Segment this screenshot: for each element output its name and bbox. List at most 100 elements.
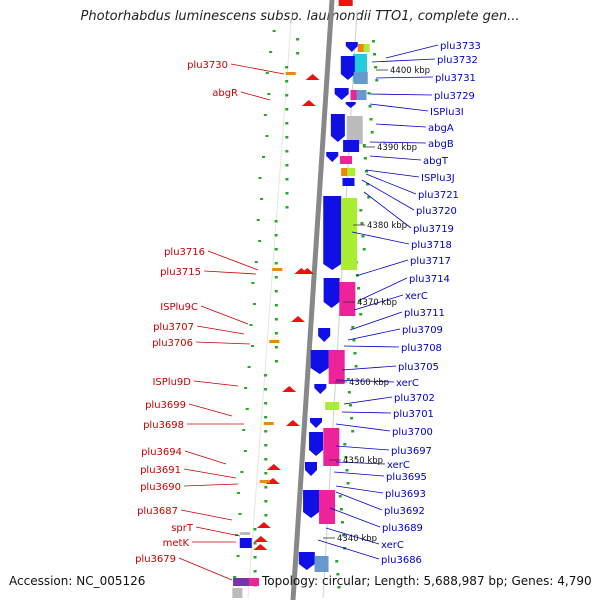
gene-block[interactable]: [342, 178, 355, 186]
reverse-gene-arrow[interactable]: [282, 386, 297, 392]
gene-block[interactable]: [341, 168, 350, 176]
right-gene-label[interactable]: plu3714: [409, 274, 450, 285]
forward-gene-arrow[interactable]: [330, 114, 345, 142]
reverse-gene-arrow[interactable]: [291, 316, 306, 322]
right-gene-label[interactable]: plu3733: [440, 41, 481, 52]
right-gene-label[interactable]: abgT: [423, 156, 449, 167]
gene-block[interactable]: [272, 268, 283, 271]
left-gene-label[interactable]: plu3699: [145, 400, 186, 411]
gene-block[interactable]: [356, 90, 367, 100]
gene-block[interactable]: [263, 422, 274, 425]
right-gene-label[interactable]: plu3697: [391, 446, 432, 457]
right-gene-label[interactable]: plu3732: [437, 55, 478, 66]
gene-block[interactable]: [363, 44, 370, 52]
right-gene-label[interactable]: plu3711: [404, 308, 445, 319]
reverse-gene-arrow[interactable]: [253, 536, 268, 542]
gene-block[interactable]: [239, 538, 252, 548]
gene-block[interactable]: [325, 402, 340, 410]
left-gene-label[interactable]: plu3687: [137, 506, 178, 517]
right-gene-label[interactable]: plu3731: [435, 73, 476, 84]
forward-gene-arrow[interactable]: [298, 552, 315, 570]
gene-block[interactable]: [328, 350, 345, 384]
gene-block[interactable]: [346, 116, 363, 144]
forward-gene-arrow[interactable]: [318, 328, 331, 342]
right-gene-label[interactable]: xerC: [387, 460, 410, 471]
reverse-gene-arrow[interactable]: [253, 544, 268, 550]
left-gene-label[interactable]: plu3691: [140, 465, 181, 476]
reverse-gene-arrow[interactable]: [266, 464, 281, 470]
forward-gene-arrow[interactable]: [340, 56, 355, 80]
left-gene-label[interactable]: abgR: [212, 88, 238, 99]
gene-block[interactable]: [341, 198, 358, 270]
gene-block[interactable]: [314, 556, 329, 572]
right-gene-label[interactable]: plu3689: [382, 523, 423, 534]
forward-gene-arrow[interactable]: [310, 418, 323, 428]
gene-block[interactable]: [240, 532, 251, 535]
right-gene-label[interactable]: abgB: [428, 139, 454, 150]
right-gene-label[interactable]: plu3686: [381, 555, 422, 566]
right-gene-label[interactable]: xerC: [381, 540, 404, 551]
right-gene-label[interactable]: plu3695: [386, 472, 427, 483]
gene-block[interactable]: [319, 490, 336, 524]
gene-block[interactable]: [350, 90, 359, 100]
right-gene-label[interactable]: plu3720: [416, 206, 457, 217]
gene-block[interactable]: [339, 156, 352, 164]
forward-gene-arrow[interactable]: [323, 196, 342, 270]
gene-block[interactable]: [347, 168, 356, 176]
left-gene-label[interactable]: plu3694: [141, 447, 182, 458]
left-gene-label[interactable]: sprT: [171, 523, 194, 534]
right-gene-label[interactable]: plu3705: [398, 362, 439, 373]
forward-gene-arrow[interactable]: [326, 152, 339, 162]
forward-gene-arrow[interactable]: [309, 432, 324, 456]
forward-gene-arrow[interactable]: [334, 88, 349, 100]
gene-block[interactable]: [339, 282, 356, 316]
right-gene-label[interactable]: plu3702: [394, 393, 435, 404]
left-gene-label[interactable]: plu3706: [152, 338, 193, 349]
forward-gene-arrow[interactable]: [345, 102, 356, 108]
forward-gene-arrow[interactable]: [310, 350, 329, 374]
left-gene-label[interactable]: plu3715: [160, 267, 201, 278]
gene-block[interactable]: [357, 44, 366, 52]
right-gene-label[interactable]: abgA: [428, 123, 454, 134]
left-gene-label[interactable]: plu3679: [135, 554, 176, 565]
right-gene-label[interactable]: plu3708: [401, 343, 442, 354]
right-gene-label[interactable]: plu3729: [434, 91, 475, 102]
left-gene-label[interactable]: ISPlu9C: [160, 302, 198, 313]
right-gene-label[interactable]: ISPlu3J: [421, 173, 455, 184]
gene-block[interactable]: [269, 340, 280, 343]
forward-gene-arrow[interactable]: [303, 490, 320, 518]
reverse-gene-arrow[interactable]: [256, 522, 271, 528]
right-gene-label[interactable]: plu3719: [413, 224, 454, 235]
right-gene-label[interactable]: plu3693: [385, 489, 426, 500]
forward-gene-arrow[interactable]: [304, 462, 317, 476]
right-gene-label[interactable]: xerC: [405, 291, 428, 302]
gene-block[interactable]: [285, 72, 296, 75]
left-gene-label[interactable]: plu3716: [164, 247, 205, 258]
left-gene-label[interactable]: plu3707: [153, 322, 194, 333]
left-gene-label[interactable]: metK: [163, 538, 190, 549]
gene-block[interactable]: [249, 578, 260, 586]
forward-gene-arrow[interactable]: [323, 278, 340, 308]
right-gene-label[interactable]: plu3721: [418, 190, 459, 201]
gene-block[interactable]: [343, 140, 360, 152]
right-gene-label[interactable]: ISPlu3I: [430, 107, 464, 118]
right-gene-label[interactable]: plu3718: [411, 240, 452, 251]
left-gene-label[interactable]: plu3730: [187, 60, 228, 71]
left-gene-label[interactable]: ISPlu9D: [152, 377, 191, 388]
gene-block[interactable]: [259, 480, 270, 483]
right-gene-label[interactable]: plu3692: [384, 506, 425, 517]
right-gene-label[interactable]: plu3709: [402, 325, 443, 336]
reverse-gene-arrow[interactable]: [305, 74, 320, 80]
right-gene-label[interactable]: plu3717: [410, 256, 451, 267]
gene-block[interactable]: [233, 578, 250, 586]
reverse-gene-arrow[interactable]: [294, 268, 309, 274]
gene-block[interactable]: [353, 72, 368, 84]
right-gene-label[interactable]: xerC: [396, 378, 419, 389]
left-gene-label[interactable]: plu3690: [140, 482, 181, 493]
gene-block[interactable]: [232, 588, 243, 598]
right-gene-label[interactable]: plu3701: [393, 409, 434, 420]
gene-block[interactable]: [323, 428, 340, 466]
left-gene-label[interactable]: plu3698: [143, 420, 184, 431]
forward-gene-arrow[interactable]: [314, 384, 327, 394]
